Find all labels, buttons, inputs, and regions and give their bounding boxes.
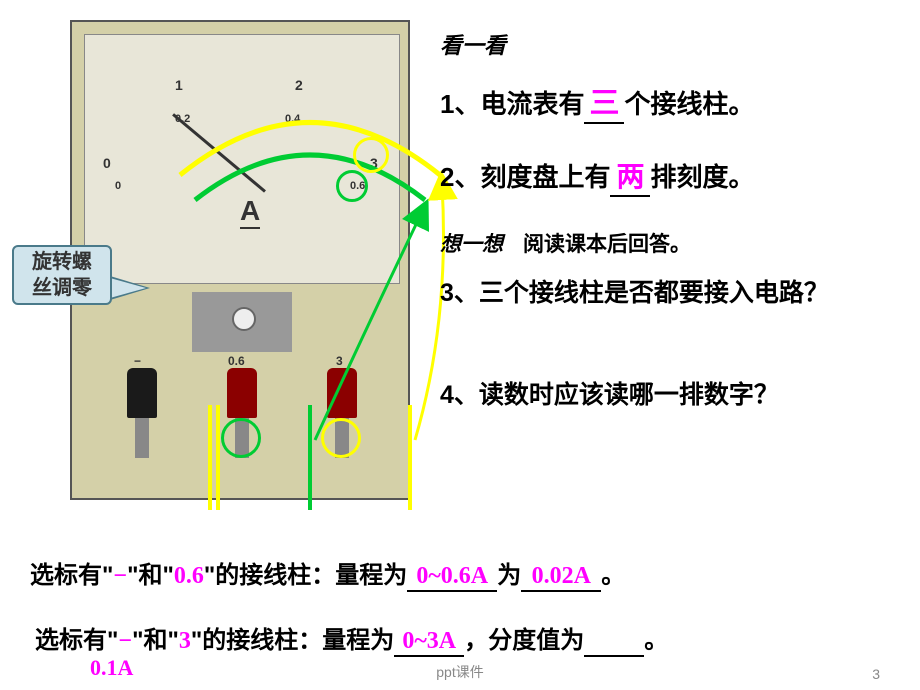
callout-zero-adjust: 旋转螺丝调零 — [12, 245, 112, 305]
b1e: 为 — [497, 562, 521, 589]
question-2: 2、刻度盘上有两排刻度。 — [440, 155, 900, 197]
footer-text: ppt课件 — [436, 662, 483, 682]
b1div: 0.02A — [521, 563, 601, 592]
question-4: 4、读数时应该读哪一排数字？ — [440, 375, 900, 411]
b2c: 3 — [179, 628, 191, 654]
b1c: 0.6 — [174, 563, 204, 589]
q1-answer: 三 — [584, 78, 624, 124]
think-label: 想一想 — [440, 232, 503, 256]
circle-terminal-06 — [221, 418, 261, 458]
circle-outer-3 — [353, 137, 389, 173]
b2e: ，分度值为 — [464, 627, 584, 654]
q1-b: 个接线柱。 — [624, 89, 754, 119]
slide: A 0 1 2 3 0 0.2 0.4 0.6 − 0.6 3 — [0, 0, 920, 690]
callout-arrow — [110, 278, 146, 298]
ammeter-figure: A 0 1 2 3 0 0.2 0.4 0.6 − 0.6 3 — [70, 20, 410, 500]
question-3: 3、三个接线柱是否都要接入电路？ — [440, 275, 900, 313]
b2neg: − — [118, 628, 132, 654]
callout-l1: 旋转螺 — [32, 251, 92, 273]
circle-terminal-3 — [321, 418, 361, 458]
b1neg: − — [113, 563, 127, 589]
b1a: 选标有" — [30, 562, 113, 589]
callout-l2: 丝调零 — [32, 277, 92, 299]
b1f: 。 — [601, 562, 625, 589]
needle — [172, 113, 266, 192]
b2blank — [584, 627, 644, 657]
bottom-line-1: 选标有"−"和"0.6"的接线柱：量程为0~0.6A为0.02A。 — [30, 555, 625, 592]
inner-02: 0.2 — [175, 113, 190, 125]
b1range: 0~0.6A — [407, 563, 497, 592]
b2f: 。 — [644, 627, 668, 654]
b2d: "的接线柱：量程为 — [191, 627, 394, 654]
inner-04: 0.4 — [285, 113, 300, 125]
zero-screw — [232, 307, 256, 331]
label-3: 3 — [336, 354, 343, 368]
q2-a: 2、刻度盘上有 — [440, 162, 610, 192]
outer-1: 1 — [175, 77, 183, 93]
heading-look: 看一看 — [440, 28, 900, 60]
b2range: 0~3A — [394, 628, 464, 657]
b1b: "和" — [127, 562, 174, 589]
inner-0: 0 — [115, 180, 121, 192]
outer-0: 0 — [103, 155, 111, 171]
outer-2: 2 — [295, 77, 303, 93]
q2-answer: 两 — [610, 155, 650, 197]
ammeter-symbol: A — [240, 195, 260, 229]
question-1: 1、电流表有三个接线柱。 — [440, 78, 900, 124]
b1d: "的接线柱：量程为 — [204, 562, 407, 589]
bottom-line-3: 0.1A — [90, 655, 133, 681]
terminal-negative — [127, 368, 157, 458]
label-06: 0.6 — [228, 354, 245, 368]
circle-inner-06 — [336, 170, 368, 202]
q2-b: 排刻度。 — [650, 162, 754, 192]
label-neg: − — [134, 354, 141, 368]
think-instruction: 阅读课本后回答。 — [523, 233, 691, 256]
b2a: 选标有" — [35, 627, 118, 654]
bottom-line-2: 选标有"−"和"3"的接线柱：量程为0~3A，分度值为 。 — [35, 620, 668, 657]
q1-a: 1、电流表有 — [440, 89, 584, 119]
page-number: 3 — [872, 666, 880, 682]
heading-think: 想一想阅读课本后回答。 — [440, 228, 900, 258]
b2b: "和" — [132, 627, 179, 654]
